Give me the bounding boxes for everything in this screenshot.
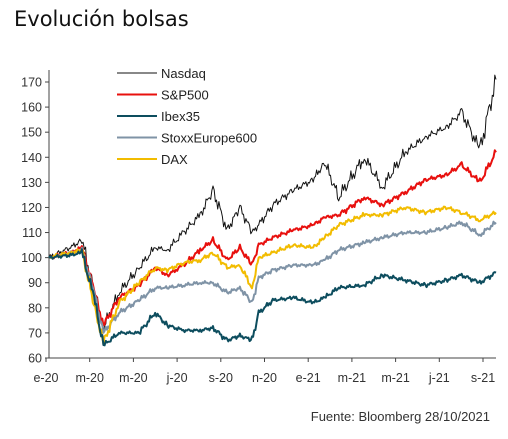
chart-title: Evolución bolsas [14, 7, 189, 31]
x-tick-label: e-20 [33, 371, 58, 385]
series-line-stoxxeurope600 [48, 220, 497, 334]
y-tick-label: 120 [21, 201, 42, 215]
series-line-ibex35 [48, 248, 497, 347]
legend-label: DAX [161, 152, 188, 167]
x-tick-label: j-20 [166, 371, 188, 385]
y-tick-label: 110 [22, 226, 42, 240]
y-tick-label: 70 [28, 326, 42, 340]
legend-label: StoxxEurope600 [161, 131, 257, 146]
series-line-nasdaq [48, 74, 497, 332]
x-tick-label: n-20 [252, 371, 277, 385]
y-tick-label: 170 [21, 76, 42, 90]
legend-label: Nasdaq [161, 66, 206, 81]
series-line-sp500 [48, 149, 497, 327]
x-tick-label: j-21 [428, 371, 450, 385]
y-tick-label: 60 [28, 352, 42, 366]
y-tick-label: 130 [21, 176, 42, 190]
y-tick-label: 80 [28, 301, 42, 315]
y-tick-label: 140 [21, 151, 42, 165]
x-tick-label: s-20 [209, 371, 233, 385]
x-tick-label: m-20 [75, 371, 104, 385]
legend-label: S&P500 [161, 88, 209, 103]
y-tick-label: 150 [21, 126, 42, 140]
series-line-dax [48, 205, 497, 345]
legend-label: Ibex35 [161, 109, 200, 124]
x-tick-label: s-21 [471, 371, 495, 385]
x-tick-label: e-21 [296, 371, 321, 385]
x-tick-label: m-21 [381, 371, 410, 385]
y-tick-label: 100 [21, 251, 42, 265]
x-tick-label: m-21 [338, 371, 367, 385]
y-tick-label: 90 [28, 276, 42, 290]
x-tick-label: m-20 [119, 371, 148, 385]
y-tick-label: 160 [21, 101, 42, 115]
source-note: Fuente: Bloomberg 28/10/2021 [310, 409, 490, 424]
